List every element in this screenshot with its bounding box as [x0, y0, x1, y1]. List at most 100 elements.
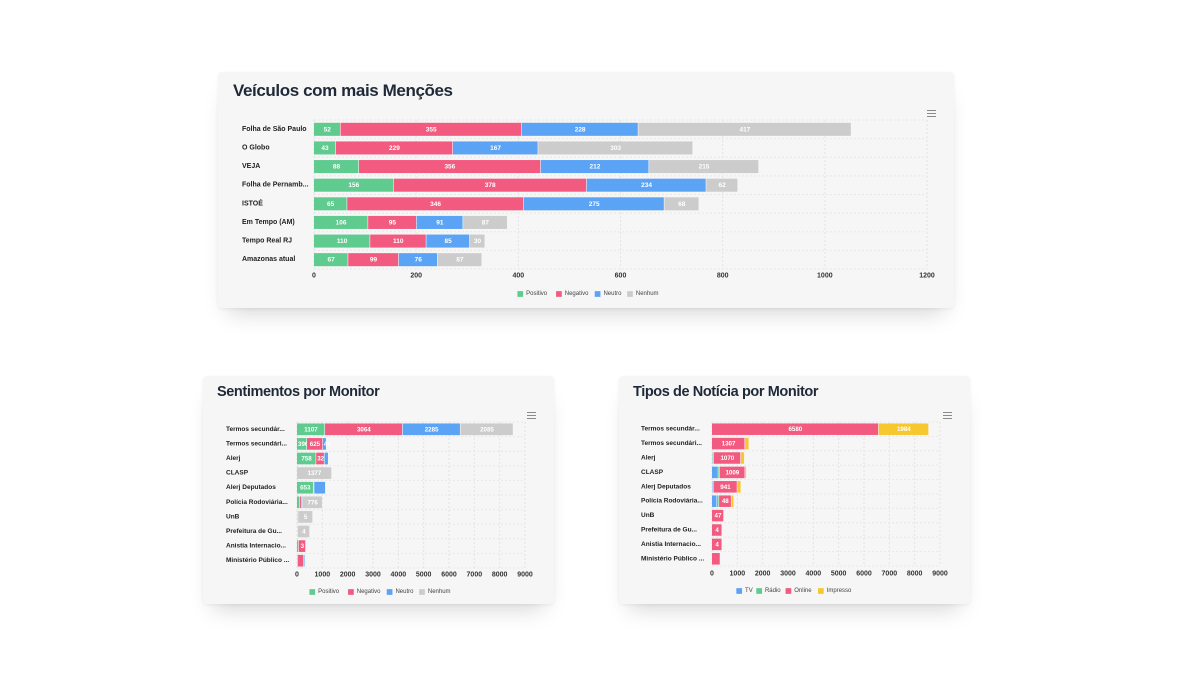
x-tick-label: 5000 [831, 571, 847, 578]
data-label: 228 [575, 126, 586, 133]
bar-segment [314, 122, 340, 136]
data-label: 67 [327, 257, 335, 264]
bar-segment [297, 540, 299, 552]
x-tick-label: 0 [312, 273, 316, 280]
bar-segment [335, 141, 453, 155]
bar-segment [416, 215, 463, 229]
legend-swatch [736, 588, 743, 594]
chart-title: Tipos de Notícia por Monitor [633, 384, 819, 400]
data-label: 941 [720, 484, 731, 491]
bar-segment [523, 197, 664, 211]
x-tick-label: 200 [410, 273, 422, 280]
data-label: 229 [389, 145, 400, 152]
legend-item-impresso[interactable]: Impresso [818, 588, 852, 594]
category-label: Ministério Público ... [226, 557, 289, 564]
x-tick-label: 9000 [517, 572, 533, 579]
data-label: 5 [304, 514, 308, 521]
legend-swatch [594, 291, 601, 297]
legend-item-nenhum[interactable]: Nenhum [419, 589, 451, 595]
x-tick-label: 1200 [919, 273, 935, 280]
category-label: Em Tempo (AM) [242, 219, 295, 226]
legend-item-negativo[interactable]: Negativo [348, 589, 381, 595]
x-tick-label: 600 [615, 273, 627, 280]
legend-item-online[interactable]: Online [785, 588, 813, 594]
x-tick-label: 400 [512, 273, 524, 280]
data-label: 396 [298, 441, 309, 448]
bar-segment [298, 511, 313, 523]
data-label: 167 [490, 145, 501, 152]
bar-segment [314, 160, 359, 174]
bar-segment [878, 423, 929, 435]
bar-segment [718, 466, 719, 479]
category-label: O Globo [242, 144, 270, 151]
x-tick-label: 8000 [492, 572, 508, 579]
x-tick-label: 3000 [780, 571, 796, 578]
bar-segment [638, 122, 851, 136]
card-tipos: Tipos de Notícia por Monitor Termos secu… [619, 376, 970, 604]
bar-segment [538, 141, 693, 155]
data-label: 4 [715, 527, 719, 534]
bar-segment [712, 466, 718, 479]
category-label: UnB [641, 512, 655, 519]
legend-item-positivo[interactable]: Positivo [309, 589, 340, 595]
category-label: Alerj Deputados [226, 484, 276, 491]
bar-segment [314, 253, 348, 267]
category-label: CLASP [226, 470, 249, 477]
data-label: 88 [333, 164, 341, 171]
x-tick-label: 5000 [416, 572, 432, 579]
hamburger-menu-icon[interactable] [927, 110, 936, 117]
legend-item-nenhum[interactable]: Nenhum [627, 291, 659, 297]
chart-veiculos: Folha de São Paulo 52 355 228 417 O Globo 43 22… [242, 119, 935, 297]
category-label: Prefeitura de Gu... [641, 527, 697, 534]
legend-item-neutro[interactable]: Neutro [594, 291, 622, 297]
category-label: Prefeitura de Gu... [226, 528, 282, 535]
legend-swatch [348, 589, 354, 595]
bar-segment [370, 234, 426, 248]
legend-label: Nenhum [428, 589, 451, 595]
category-label: Tempo Real RJ [242, 238, 292, 245]
category-label: Folha de São Paulo [242, 126, 307, 133]
data-label: 3 [301, 543, 305, 550]
legend-item-positivo[interactable]: Positivo [517, 291, 548, 297]
data-label: 52 [324, 126, 332, 133]
data-label: 87 [482, 219, 490, 226]
legend-item-neutro[interactable]: Neutro [386, 589, 414, 595]
data-label: 356 [444, 164, 455, 171]
data-label: 776 [307, 499, 318, 506]
bar-segment [437, 253, 482, 267]
x-tick-label: 2000 [340, 572, 356, 579]
bar-segment [314, 141, 336, 155]
bar-segment [314, 197, 347, 211]
bar-segment [712, 437, 745, 450]
bar-segment [314, 215, 368, 229]
bar-segment [368, 215, 417, 229]
legend-item-tv[interactable]: TV [736, 588, 753, 594]
bar-segment [745, 437, 749, 450]
legend-item-negativo[interactable]: Negativo [556, 291, 589, 297]
legend-label: Rádio [765, 588, 781, 594]
bar-segment [301, 496, 303, 509]
bar-segment [586, 178, 706, 192]
bar-segment [717, 495, 719, 507]
data-label: 328 [317, 456, 328, 463]
data-label: 99 [370, 257, 378, 264]
hamburger-menu-icon[interactable] [527, 412, 536, 419]
data-label: 303 [610, 145, 621, 152]
legend-swatch [309, 589, 316, 595]
bar-segment [314, 234, 370, 248]
legend-swatch [756, 588, 762, 594]
data-label: 2285 [425, 426, 439, 433]
legend-item-rádio[interactable]: Rádio [756, 588, 781, 594]
data-label: 215 [699, 164, 710, 171]
data-label: 44 [324, 441, 331, 448]
bar-segment [540, 160, 649, 174]
bar-segment [521, 122, 638, 136]
data-label: 1107 [304, 426, 318, 433]
legend-swatch [419, 589, 425, 595]
hamburger-menu-icon[interactable] [943, 412, 952, 419]
legend-swatch [627, 291, 633, 297]
data-label: 6580 [788, 426, 802, 433]
legend-label: Negativo [565, 291, 589, 297]
legend-swatch [785, 588, 792, 594]
bar-segment [298, 540, 306, 552]
